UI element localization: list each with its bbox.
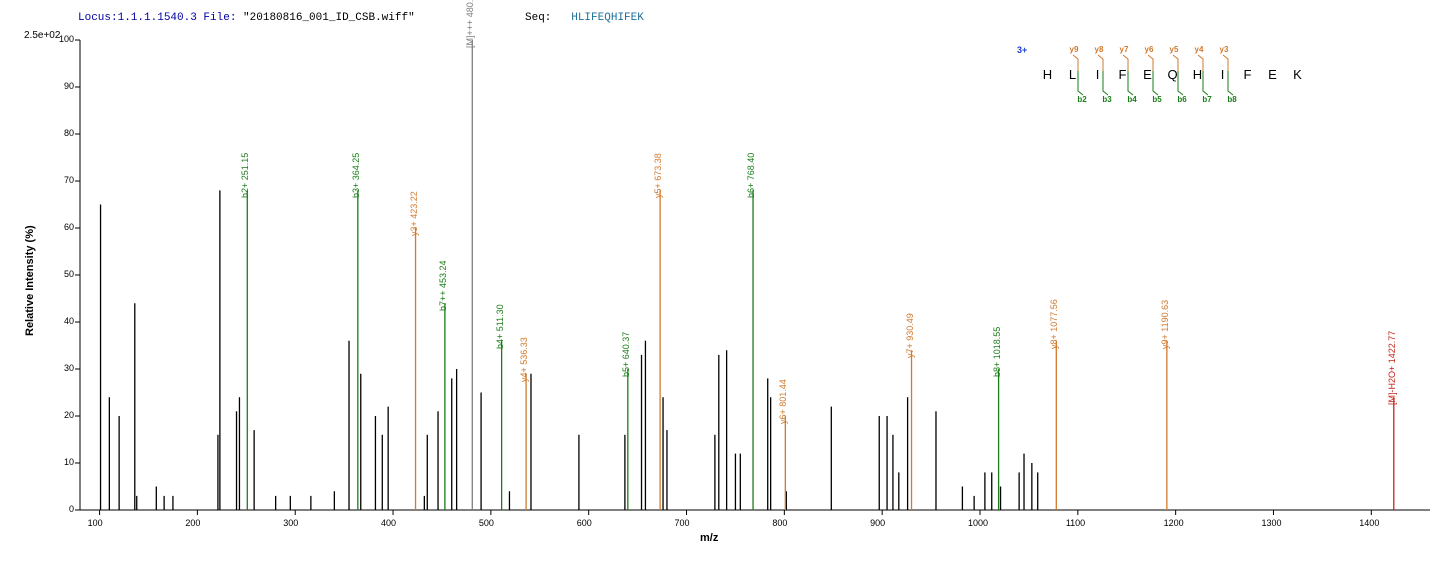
peak-label: b5+ 640.37 [621, 332, 631, 377]
b-ion-label: b5 [1149, 95, 1165, 104]
y-ion-label: y5 [1166, 45, 1182, 54]
seq-residue: E [1260, 67, 1285, 82]
seq-residue: K [1285, 67, 1310, 82]
seq-residue: H [1035, 67, 1060, 82]
y-tick-label: 10 [52, 457, 74, 467]
b-ion-label: b8 [1224, 95, 1240, 104]
y-ion-label: y7 [1116, 45, 1132, 54]
x-tick-label: 1300 [1261, 518, 1281, 528]
y-tick-label: 20 [52, 410, 74, 420]
peak-label: y9+ 1190.63 [1160, 300, 1170, 349]
y-tick-label: 90 [52, 81, 74, 91]
y-tick-label: 80 [52, 128, 74, 138]
peak-label: b3+ 364.25 [351, 153, 361, 198]
x-tick-label: 800 [772, 518, 787, 528]
seq-residue: F [1110, 67, 1135, 82]
y-ion-label: y8 [1091, 45, 1107, 54]
x-tick-label: 1000 [968, 518, 988, 528]
peak-label: [M]-H2O+ 1422.77 [1387, 331, 1397, 405]
seq-residue: I [1210, 67, 1235, 82]
x-tick-label: 1100 [1066, 518, 1085, 528]
peak-label: y6+ 801.44 [778, 379, 788, 424]
b-ion-label: b2 [1074, 95, 1090, 104]
x-tick-label: 400 [381, 518, 396, 528]
b-ion-label: b3 [1099, 95, 1115, 104]
peak-label: y7+ 930.49 [905, 313, 915, 358]
peak-label: b6+ 768.40 [746, 153, 756, 198]
y-tick-label: 30 [52, 363, 74, 373]
peak-label: b2+ 251.15 [240, 153, 250, 198]
x-tick-label: 900 [870, 518, 885, 528]
seq-residue: I [1085, 67, 1110, 82]
b-ion-label: b7 [1199, 95, 1215, 104]
y-ion-label: y6 [1141, 45, 1157, 54]
x-tick-label: 500 [479, 518, 494, 528]
peak-label: y3+ 423.22 [409, 191, 419, 236]
b-ion-label: b6 [1174, 95, 1190, 104]
x-tick-label: 1200 [1164, 518, 1184, 528]
x-tick-label: 100 [88, 518, 103, 528]
seq-residue: Q [1160, 67, 1185, 82]
x-tick-label: 200 [185, 518, 200, 528]
seq-residue: H [1185, 67, 1210, 82]
peak-label: b7++ 453.24 [438, 261, 448, 312]
peak-label: y5+ 673.38 [653, 154, 663, 199]
seq-residue: L [1060, 67, 1085, 82]
x-tick-label: 300 [283, 518, 298, 528]
y-tick-label: 0 [52, 504, 74, 514]
y-tick-label: 50 [52, 269, 74, 279]
y-tick-label: 60 [52, 222, 74, 232]
peak-label: b8+ 1018.55 [992, 327, 1002, 377]
y-ion-label: y3 [1216, 45, 1232, 54]
seq-residue: F [1235, 67, 1260, 82]
b-ion-label: b4 [1124, 95, 1140, 104]
y-ion-label: y4 [1191, 45, 1207, 54]
peak-label: y4+ 536.33 [519, 337, 529, 382]
peak-label: b4+ 511.30 [495, 304, 505, 349]
y-tick-label: 100 [52, 34, 74, 44]
x-tick-label: 1400 [1359, 518, 1379, 528]
y-tick-label: 40 [52, 316, 74, 326]
y-ion-label: y9 [1066, 45, 1082, 54]
peak-label: y8+ 1077.56 [1049, 299, 1059, 349]
seq-residue: E [1135, 67, 1160, 82]
peak-label: [M]+++ 480.92 [465, 0, 475, 48]
y-tick-label: 70 [52, 175, 74, 185]
x-tick-label: 700 [675, 518, 690, 528]
x-tick-label: 600 [577, 518, 592, 528]
